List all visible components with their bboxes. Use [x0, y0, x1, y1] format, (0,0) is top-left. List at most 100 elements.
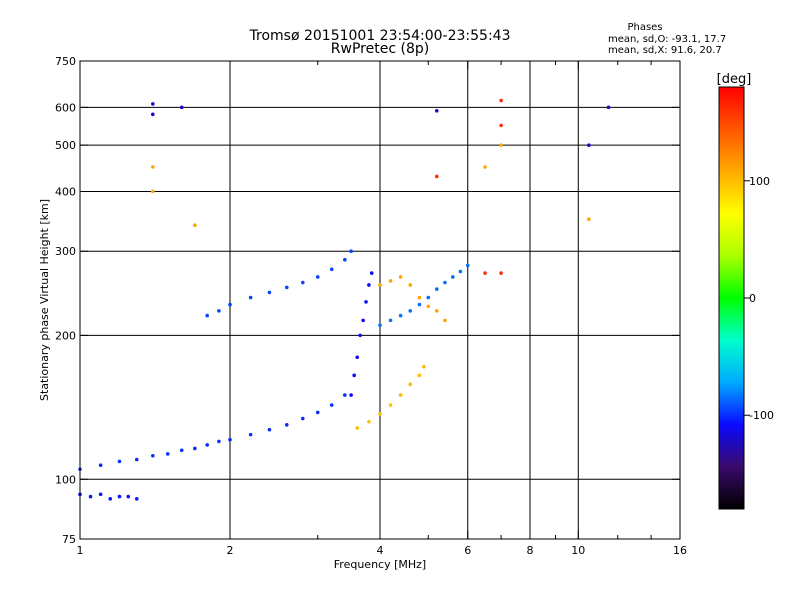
data-point: [343, 257, 347, 262]
data-point: [422, 364, 426, 369]
y-axis-ticks: 75 100 200 300 400 500 600 750: [55, 55, 680, 546]
data-point: [499, 123, 503, 128]
x-axis-ticks: 1 2 4 6 8 10 16: [77, 61, 687, 557]
data-point: [108, 497, 113, 501]
x-tick-label: 10: [571, 544, 585, 557]
data-point: [408, 309, 413, 313]
data-point: [388, 318, 393, 323]
x-axis-label: Frequency [MHz]: [334, 558, 426, 571]
data-point: [179, 105, 184, 110]
data-point: [398, 275, 403, 279]
data-point: [398, 313, 403, 318]
y-tick-label: 600: [55, 101, 76, 114]
data-point: [179, 448, 184, 453]
data-point: [349, 393, 353, 397]
data-point: [301, 280, 305, 285]
x-tick-label: 8: [527, 544, 534, 557]
data-point: [408, 283, 413, 287]
colorbar-label: [deg]: [717, 72, 752, 87]
phase-stats-o: mean, sd,O: -93.1, 17.7: [608, 34, 726, 45]
data-point: [267, 427, 272, 432]
data-point: [151, 453, 155, 458]
data-point: [388, 403, 393, 407]
grid-lines: [80, 61, 680, 539]
data-point: [378, 412, 382, 416]
data-point: [117, 459, 122, 464]
data-point: [499, 271, 503, 275]
y-tick-label: 300: [55, 245, 76, 258]
data-point: [228, 437, 232, 442]
data-point: [98, 492, 103, 497]
data-point: [134, 497, 139, 501]
data-point: [355, 355, 359, 360]
colorbar-tick-label: -100: [749, 409, 774, 422]
data-point: [151, 112, 155, 117]
data-point: [117, 494, 122, 499]
data-point: [434, 287, 439, 291]
data-point: [499, 143, 503, 147]
colorbar: [718, 86, 745, 510]
x-tick-label: 1: [77, 544, 84, 557]
data-point: [98, 463, 103, 468]
data-point: [126, 494, 131, 499]
data-point: [329, 403, 334, 407]
data-point: [349, 249, 353, 254]
data-point: [315, 275, 320, 279]
data-point: [205, 313, 209, 318]
data-point: [417, 295, 422, 300]
data-point: [398, 393, 403, 397]
y-tick-label: 400: [55, 185, 76, 198]
data-point: [267, 290, 272, 295]
data-point: [134, 457, 139, 462]
data-point: [378, 323, 382, 328]
data-point: [343, 393, 347, 397]
x-tick-label: 6: [464, 544, 471, 557]
data-point: [151, 189, 155, 194]
x-tick-label: 2: [227, 544, 234, 557]
data-point: [587, 217, 591, 222]
data-point: [443, 280, 447, 285]
x-tick-label: 16: [673, 544, 687, 557]
y-tick-label: 200: [55, 329, 76, 342]
data-point: [587, 143, 591, 147]
data-point: [417, 302, 422, 307]
data-point: [329, 267, 334, 272]
data-point: [417, 373, 422, 378]
data-point: [367, 419, 371, 424]
phase-stats-x: mean, sd,X: 91.6, 20.7: [608, 45, 722, 56]
data-point: [217, 309, 221, 313]
data-point: [193, 223, 197, 228]
data-point: [388, 279, 393, 283]
y-tick-label: 500: [55, 139, 76, 152]
y-tick-label: 750: [55, 55, 76, 68]
data-point: [193, 446, 197, 451]
data-point: [361, 318, 365, 323]
data-point: [284, 423, 289, 427]
data-point: [369, 271, 374, 275]
data-point: [408, 382, 413, 387]
data-point: [151, 165, 155, 169]
data-point: [284, 285, 289, 290]
data-point: [465, 263, 470, 268]
data-point: [483, 165, 487, 169]
data-point: [483, 271, 487, 275]
data-point: [606, 105, 611, 110]
x-tick-label: 4: [377, 544, 384, 557]
data-point: [443, 318, 447, 323]
data-point: [358, 333, 362, 338]
y-axis-label: Stationary phase Virtual Height [km]: [38, 199, 51, 401]
data-point: [499, 98, 503, 103]
chart-subtitle: RwPretec (8p): [331, 41, 429, 57]
data-point: [434, 174, 439, 179]
y-tick-label: 100: [55, 473, 76, 486]
data-point: [451, 275, 455, 279]
data-point: [426, 304, 431, 309]
data-point: [364, 300, 368, 304]
data-point: [228, 302, 232, 307]
data-point: [378, 283, 382, 287]
data-point: [217, 439, 221, 444]
data-point: [315, 410, 320, 415]
data-point: [248, 295, 253, 300]
data-point: [426, 295, 431, 300]
